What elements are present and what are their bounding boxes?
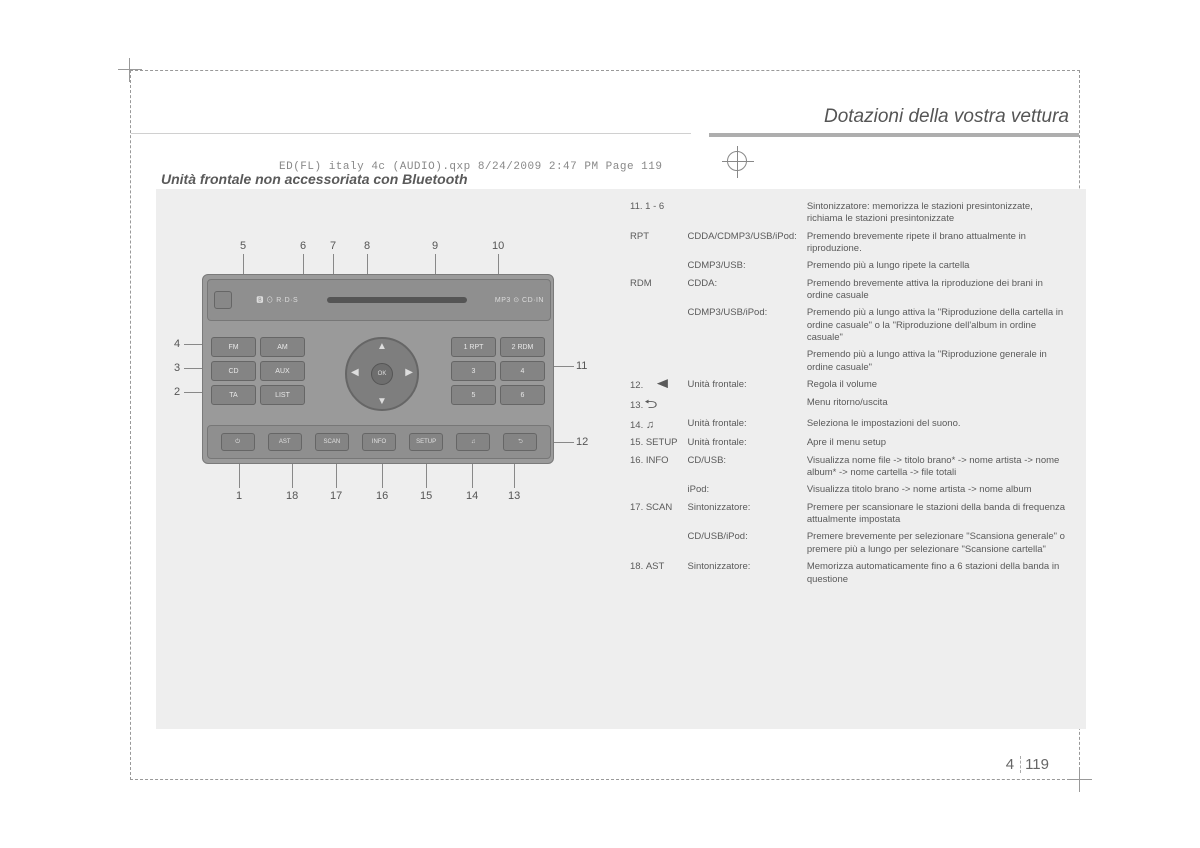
callout-12: 12 bbox=[576, 436, 588, 448]
table-row: iPod:Visualizza titolo brano -> nome art… bbox=[626, 484, 1072, 499]
arrow-down-icon: ▼ bbox=[377, 396, 387, 407]
table-row: CDMP3/USB/iPod:Premendo più a lungo atti… bbox=[626, 307, 1072, 347]
leader bbox=[336, 460, 337, 488]
btn-scan: SCAN bbox=[315, 433, 349, 451]
badge-left: 🅱 ⊙ R·D·S bbox=[256, 295, 298, 305]
page-frame: ED(FL) italy 4c (AUDIO).qxp 8/24/2009 2:… bbox=[130, 70, 1080, 780]
eject-button bbox=[214, 291, 232, 309]
radio-mid: FMAM CDAUX TALIST ▲ ▼ ◀ ▶ OK 1 RPT2 RDM bbox=[207, 327, 551, 421]
table-row: RPTCDDA/CDMP3/USB/iPod:Premendo brevemen… bbox=[626, 231, 1072, 259]
leader bbox=[292, 460, 293, 488]
spec-table: 11. 1 - 6Sintonizzatore: memorizza le st… bbox=[624, 199, 1074, 591]
table-row: 18. ASTSintonizzatore:Memorizza automati… bbox=[626, 561, 1072, 589]
btn-am: AM bbox=[260, 337, 305, 357]
chapter-number: 4 bbox=[1006, 756, 1021, 773]
btn-2: 2 RDM bbox=[500, 337, 545, 357]
btn-fm: FM bbox=[211, 337, 256, 357]
volume-icon bbox=[646, 379, 668, 388]
arrow-up-icon: ▲ bbox=[377, 341, 387, 352]
badge-right: MP3 ⊙ CD·IN bbox=[495, 296, 544, 304]
table-row: 15. SETUPUnità frontale:Apre il menu set… bbox=[626, 437, 1072, 452]
callout-11: 11 bbox=[576, 360, 587, 372]
registration-mark bbox=[727, 151, 747, 171]
leader bbox=[239, 460, 240, 488]
table-row: Premendo più a lungo attiva la "Riproduz… bbox=[626, 349, 1072, 377]
title-rule-thin bbox=[131, 133, 691, 134]
preset-button-group: 1 RPT2 RDM 34 56 bbox=[451, 337, 547, 405]
callout-8: 8 bbox=[364, 240, 370, 252]
table-row: 12. Unità frontale:Regola il volume bbox=[626, 379, 1072, 395]
table-row: 14. ♫Unità frontale:Seleziona le imposta… bbox=[626, 418, 1072, 435]
table-row: 16. INFOCD/USB:Visualizza nome file -> t… bbox=[626, 455, 1072, 483]
radio-body: 🅱 ⊙ R·D·S MP3 ⊙ CD·IN FMAM CDAUX TALIST … bbox=[202, 274, 554, 464]
btn-setup: SETUP bbox=[409, 433, 443, 451]
table-row: RDMCDDA:Premendo brevemente attiva la ri… bbox=[626, 278, 1072, 306]
callout-2: 2 bbox=[174, 386, 180, 398]
dpad: ▲ ▼ ◀ ▶ OK bbox=[339, 331, 425, 417]
btn-info: INFO bbox=[362, 433, 396, 451]
radio-top-panel: 🅱 ⊙ R·D·S MP3 ⊙ CD·IN bbox=[207, 279, 551, 321]
callout-15: 15 bbox=[420, 490, 432, 502]
leader bbox=[472, 460, 473, 488]
btn-aux: AUX bbox=[260, 361, 305, 381]
radio-illustration: 5 6 7 8 9 10 4 3 2 11 12 1 bbox=[178, 264, 578, 500]
page-number-value: 119 bbox=[1025, 756, 1049, 773]
return-icon: ⮌ bbox=[644, 397, 657, 413]
btn-back: ⮌ bbox=[503, 433, 537, 451]
callout-18: 18 bbox=[286, 490, 298, 502]
cd-slot bbox=[327, 297, 467, 303]
arrow-right-icon: ▶ bbox=[405, 367, 413, 378]
leader bbox=[514, 460, 515, 488]
table-row: CD/USB/iPod:Premere brevemente per selez… bbox=[626, 531, 1072, 559]
callout-13: 13 bbox=[508, 490, 520, 502]
btn-3: 3 bbox=[451, 361, 496, 381]
btn-list: LIST bbox=[260, 385, 305, 405]
table-row: 11. 1 - 6Sintonizzatore: memorizza le st… bbox=[626, 201, 1072, 229]
left-button-group: FMAM CDAUX TALIST bbox=[211, 337, 307, 405]
section-title: Dotazioni della vostra vettura bbox=[699, 106, 1079, 128]
callout-16: 16 bbox=[376, 490, 388, 502]
btn-cd: CD bbox=[211, 361, 256, 381]
arrow-left-icon: ◀ bbox=[351, 367, 359, 378]
btn-6: 6 bbox=[500, 385, 545, 405]
music-note-icon: ♫ bbox=[646, 419, 654, 431]
callout-6: 6 bbox=[300, 240, 306, 252]
callout-10: 10 bbox=[492, 240, 504, 252]
btn-power: ⏻ bbox=[221, 433, 255, 451]
btn-sound: ♫ bbox=[456, 433, 490, 451]
callout-17: 17 bbox=[330, 490, 342, 502]
radio-bottom-bar: ⏻ AST SCAN INFO SETUP ♫ ⮌ bbox=[207, 425, 551, 459]
callout-4: 4 bbox=[174, 338, 180, 350]
btn-ok: OK bbox=[371, 363, 393, 385]
leader bbox=[426, 460, 427, 488]
table-row: 17. SCANSintonizzatore:Premere per scans… bbox=[626, 502, 1072, 530]
btn-4: 4 bbox=[500, 361, 545, 381]
table-row: 13. ⮌Menu ritorno/uscita bbox=[626, 397, 1072, 416]
btn-5: 5 bbox=[451, 385, 496, 405]
btn-ast: AST bbox=[268, 433, 302, 451]
callout-9: 9 bbox=[432, 240, 438, 252]
page-number: 4119 bbox=[1006, 756, 1049, 773]
callout-14: 14 bbox=[466, 490, 478, 502]
table-row: CDMP3/USB:Premendo più a lungo ripete la… bbox=[626, 260, 1072, 275]
btn-1: 1 RPT bbox=[451, 337, 496, 357]
content-area: 5 6 7 8 9 10 4 3 2 11 12 1 bbox=[156, 189, 1086, 729]
callout-1: 1 bbox=[236, 490, 242, 502]
callout-7: 7 bbox=[330, 240, 336, 252]
callout-3: 3 bbox=[174, 362, 180, 374]
subheading: Unità frontale non accessoriata con Blue… bbox=[161, 171, 468, 187]
title-rule bbox=[709, 133, 1079, 137]
leader bbox=[382, 460, 383, 488]
btn-ta: TA bbox=[211, 385, 256, 405]
callout-5: 5 bbox=[240, 240, 246, 252]
